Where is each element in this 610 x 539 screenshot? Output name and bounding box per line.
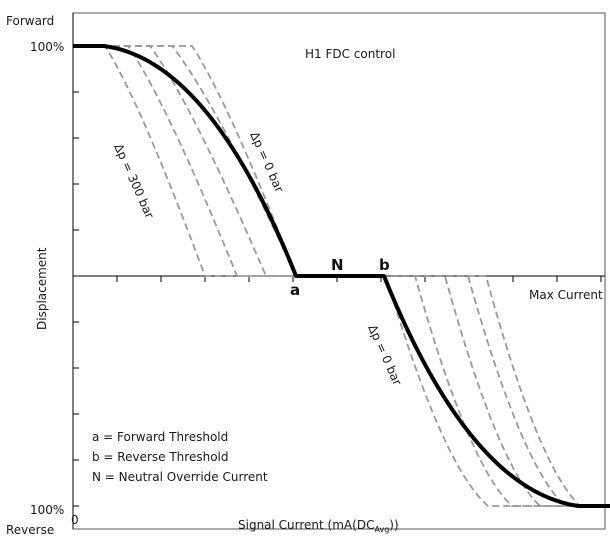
point-n-label: N [331,256,344,274]
reverse-pressure-curve [380,275,605,507]
x-end-label: Max Current [529,288,603,302]
x-origin-label: 0 [71,513,79,527]
legend-note-n: N = Neutral Override Current [92,470,268,484]
forward-pressure-curve [80,45,300,277]
y-bottom-tick: 100% [30,503,64,517]
y-ticks [73,45,79,507]
y-top-tick: 100% [30,40,64,54]
dp-zero-reverse-label: Δp = 0 bar [365,323,404,388]
reverse-pressure-curve [380,275,605,507]
chart-title: H1 FDC control [305,47,395,61]
y-bottom-label: Reverse [6,523,54,537]
x-axis-label: Signal Current (mA(DCAvg)) [238,518,399,534]
y-axis-label: Displacement [35,247,49,330]
dp-300-forward-label: Δp = 300 bar [111,142,156,221]
main-control-curve [73,44,610,508]
point-b-label: b [379,256,390,274]
x-axis-label-main: Signal Current (mA(DC [238,518,374,532]
x-axis-label-end: )) [389,518,398,532]
reverse-pressure-curve [380,275,605,507]
forward-pressure-curve [80,45,300,277]
legend-note-b: b = Reverse Threshold [92,450,229,464]
reverse-pressure-curve [380,275,605,507]
x-axis-label-sub: Avg [374,525,389,534]
reverse-pressure-curve [380,275,605,507]
legend-note-a: a = Forward Threshold [92,430,228,444]
point-a-label: a [290,281,300,299]
y-top-label: Forward [6,14,54,28]
